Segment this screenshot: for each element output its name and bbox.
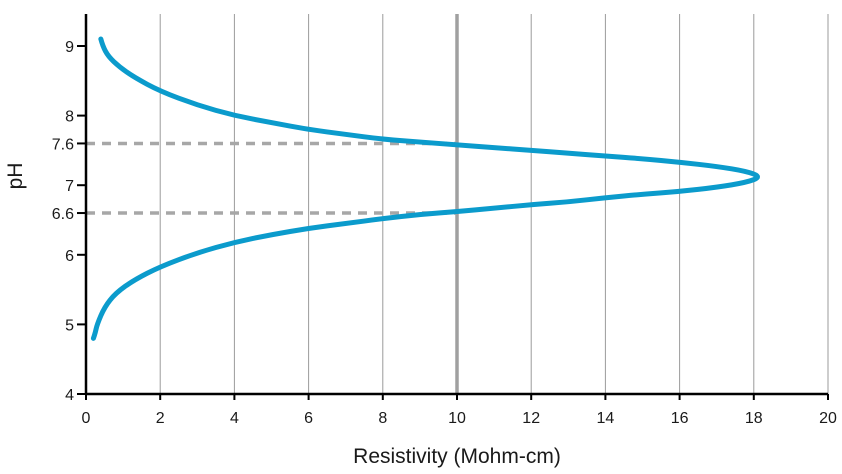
y-tick-label: 7.6: [52, 136, 74, 153]
y-tick-label: 8: [65, 109, 74, 126]
series-line: [90, 36, 760, 341]
y-tick-label: 4: [65, 387, 74, 404]
y-tick-label: 6: [65, 248, 74, 265]
y-axis-title: pH: [4, 163, 27, 190]
x-tick-label: 12: [522, 410, 540, 427]
x-tick-label: 6: [304, 410, 313, 427]
reference-lines: [86, 141, 457, 215]
y-tick-labels: 4 5 6 6.6 7 7.6 8 9: [52, 39, 74, 404]
axes: [77, 14, 829, 400]
x-tick-label: 16: [671, 410, 689, 427]
x-tick-label: 14: [597, 410, 615, 427]
x-tick-label: 18: [745, 410, 763, 427]
x-tick-labels: 0 2 4 6 8 10 12 14 16 18 20: [82, 410, 837, 427]
x-tick-label: 10: [448, 410, 466, 427]
x-tick-label: 4: [230, 410, 239, 427]
series-group: [90, 36, 760, 341]
y-tick-label: 5: [65, 317, 74, 334]
y-tick-label: 9: [65, 39, 74, 56]
y-tick-label: 6.6: [52, 206, 74, 223]
grid: [159, 14, 829, 394]
x-tick-label: 20: [819, 410, 837, 427]
x-tick-label: 8: [378, 410, 387, 427]
x-tick-label: 2: [156, 410, 165, 427]
x-axis-title: Resistivity (Mohm-cm): [353, 445, 561, 468]
x-tick-label: 0: [82, 410, 91, 427]
y-tick-label: 7: [65, 178, 74, 195]
